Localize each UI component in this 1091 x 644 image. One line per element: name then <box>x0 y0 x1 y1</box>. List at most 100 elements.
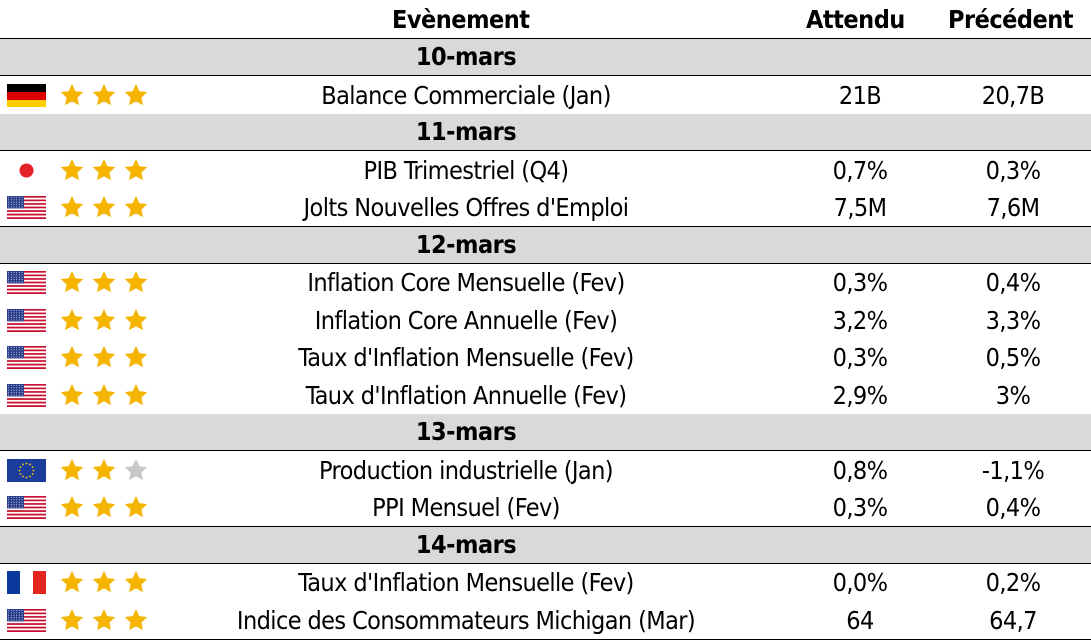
date-row: 11-mars <box>0 114 1091 151</box>
importance-stars <box>59 157 155 183</box>
star-filled-icon <box>91 457 117 483</box>
expected-value: 64 <box>846 605 874 635</box>
date-label: 14-mars <box>415 529 517 559</box>
date-label: 13-mars <box>415 417 517 446</box>
star-filled-icon <box>123 194 149 220</box>
event-name: Taux d'Inflation Annuelle (Fev) <box>305 380 627 410</box>
importance-stars <box>59 494 155 520</box>
event-name: Balance Commerciale (Jan) <box>321 80 611 110</box>
expected-value: 0,3% <box>832 268 888 297</box>
star-filled-icon <box>91 382 117 408</box>
usa-flag-icon <box>7 271 46 294</box>
date-row: 14-mars <box>0 526 1091 564</box>
star-filled-icon <box>123 82 149 108</box>
importance-stars <box>59 82 155 108</box>
star-empty-icon <box>123 457 149 483</box>
event-name: Inflation Core Mensuelle (Fev) <box>307 268 625 297</box>
date-row: 12-mars <box>0 226 1091 264</box>
star-filled-icon <box>59 269 85 295</box>
star-filled-icon <box>91 607 117 633</box>
importance-stars <box>59 569 155 595</box>
event-name: PPI Mensuel (Fev) <box>372 493 560 522</box>
expected-value: 21B <box>838 80 882 110</box>
star-filled-icon <box>59 307 85 333</box>
germany-flag-icon <box>7 83 46 107</box>
header-previous: Précédent <box>948 5 1074 34</box>
importance-stars <box>59 194 155 220</box>
star-filled-icon <box>123 494 149 520</box>
importance-stars <box>59 269 155 295</box>
star-filled-icon <box>123 269 149 295</box>
star-filled-icon <box>91 194 117 220</box>
previous-value: 20,7B <box>981 80 1045 110</box>
previous-value: 64,7 <box>989 605 1037 635</box>
event-row: Jolts Nouvelles Offres d'Emploi 7,5M 7,6M <box>0 189 1091 227</box>
expected-value: 0,8% <box>832 455 888 485</box>
event-row: Balance Commerciale (Jan) 21B 20,7B <box>0 77 1091 115</box>
star-filled-icon <box>123 382 149 408</box>
star-filled-icon <box>59 194 85 220</box>
star-filled-icon <box>59 157 85 183</box>
importance-stars <box>59 457 155 483</box>
importance-stars <box>59 607 155 633</box>
event-row: PPI Mensuel (Fev) 0,3% 0,4% <box>0 489 1091 527</box>
event-row: Inflation Core Annuelle (Fev) 3,2% 3,3% <box>0 302 1091 339</box>
eu-flag-icon <box>7 458 46 482</box>
event-name: Indice des Consommateurs Michigan (Mar) <box>236 605 696 635</box>
header-expected: Attendu <box>806 5 905 34</box>
expected-value: 3,2% <box>832 305 888 335</box>
previous-value: 0,2% <box>985 568 1041 597</box>
importance-stars <box>59 344 155 370</box>
event-row: Taux d'Inflation Annuelle (Fev) 2,9% 3% <box>0 377 1091 415</box>
star-filled-icon <box>59 494 85 520</box>
star-filled-icon <box>91 307 117 333</box>
star-filled-icon <box>123 569 149 595</box>
event-name: Production industrielle (Jan) <box>319 455 614 485</box>
star-filled-icon <box>91 569 117 595</box>
previous-value: 0,4% <box>985 268 1041 297</box>
star-filled-icon <box>91 269 117 295</box>
table-header: Evènement Attendu Précédent <box>0 0 1091 39</box>
expected-value: 7,5M <box>833 193 887 222</box>
event-name: Inflation Core Annuelle (Fev) <box>314 305 618 335</box>
event-name: Taux d'Inflation Mensuelle (Fev) <box>298 343 634 372</box>
usa-flag-icon <box>7 346 46 369</box>
star-filled-icon <box>91 82 117 108</box>
event-row: Taux d'Inflation Mensuelle (Fev) 0,0% 0,2% <box>0 564 1091 601</box>
star-filled-icon <box>123 607 149 633</box>
star-filled-icon <box>59 569 85 595</box>
previous-value: 3% <box>995 380 1031 410</box>
previous-value: 0,3% <box>985 155 1041 185</box>
previous-value: 0,4% <box>985 493 1041 522</box>
date-label: 11-mars <box>415 117 517 146</box>
france-flag-icon <box>7 571 46 594</box>
header-event: Evènement <box>392 5 530 34</box>
date-label: 10-mars <box>415 42 517 71</box>
expected-value: 0,7% <box>832 155 888 185</box>
star-filled-icon <box>91 157 117 183</box>
star-filled-icon <box>123 307 149 333</box>
event-row: Inflation Core Mensuelle (Fev) 0,3% 0,4% <box>0 264 1091 301</box>
star-filled-icon <box>91 494 117 520</box>
date-label: 12-mars <box>415 229 517 259</box>
previous-value: -1,1% <box>981 455 1045 485</box>
date-row: 10-mars <box>0 39 1091 76</box>
usa-flag-icon <box>7 383 46 407</box>
usa-flag-icon <box>7 496 46 519</box>
event-name: PIB Trimestriel (Q4) <box>363 155 569 185</box>
importance-stars <box>59 382 155 408</box>
event-name: Jolts Nouvelles Offres d'Emploi <box>303 193 630 222</box>
expected-value: 0,3% <box>832 343 888 372</box>
importance-stars <box>59 307 155 333</box>
star-filled-icon <box>59 344 85 370</box>
previous-value: 0,5% <box>985 343 1041 372</box>
expected-value: 2,9% <box>832 380 888 410</box>
star-filled-icon <box>59 457 85 483</box>
usa-flag-icon <box>7 308 46 332</box>
expected-value: 0,0% <box>832 568 888 597</box>
japan-flag-icon <box>7 158 46 182</box>
previous-value: 7,6M <box>986 193 1040 222</box>
usa-flag-icon <box>7 196 46 219</box>
star-filled-icon <box>59 82 85 108</box>
